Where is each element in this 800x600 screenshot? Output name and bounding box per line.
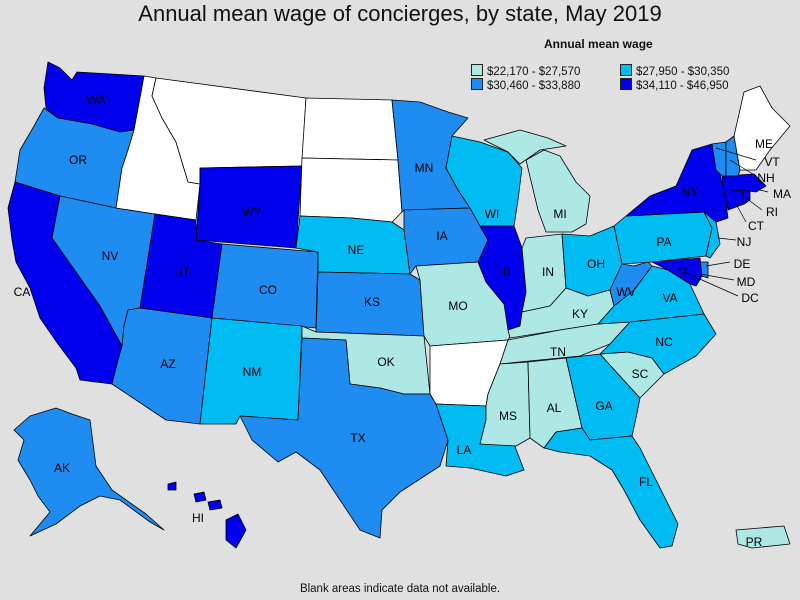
label-wv: WV <box>616 285 635 299</box>
state-mi-upper[interactable] <box>483 129 567 165</box>
label-de: DE <box>734 257 751 271</box>
label-ak: AK <box>54 461 70 475</box>
label-wi: WI <box>485 207 500 221</box>
legend-swatch-2 <box>620 64 632 76</box>
legend-item-4: $34,110 - $46,950 <box>620 78 729 92</box>
map-title: Annual mean wage of concierges, by state… <box>138 1 662 26</box>
state-dc[interactable] <box>679 267 687 275</box>
label-co: CO <box>259 283 277 297</box>
legend-label-3: $30,460 - $33,880 <box>487 80 581 92</box>
label-nv: NV <box>102 249 119 263</box>
label-ma: MA <box>773 187 791 201</box>
label-me: ME <box>755 137 773 151</box>
legend-title: Annual mean wage <box>544 37 653 51</box>
state-nd[interactable] <box>301 97 399 161</box>
label-tn: TN <box>550 345 566 359</box>
state-ak[interactable] <box>13 407 165 537</box>
state-wv[interactable] <box>609 261 653 307</box>
state-fl[interactable] <box>543 427 679 549</box>
state-tx[interactable] <box>239 337 449 539</box>
state-ct[interactable] <box>723 189 745 211</box>
footer-note: Blank areas indicate data not available. <box>299 583 501 595</box>
label-ut: UT <box>174 265 191 279</box>
state-ma[interactable] <box>721 173 767 193</box>
legend-item-3: $30,460 - $33,880 <box>471 78 580 92</box>
label-mi: MI <box>553 207 566 221</box>
legend-swatch-3 <box>471 78 483 90</box>
label-ky: KY <box>572 307 588 321</box>
label-md: MD <box>737 275 756 289</box>
label-ok: OK <box>377 355 394 369</box>
state-sd[interactable] <box>299 157 403 223</box>
state-hi-islands[interactable] <box>167 481 223 511</box>
label-pr: PR <box>746 535 763 549</box>
label-nm: NM <box>243 365 262 379</box>
label-ne: NE <box>348 243 365 257</box>
label-ms: MS <box>499 409 517 423</box>
label-oh: OH <box>587 257 605 271</box>
legend-label-4: $34,110 - $46,950 <box>636 80 729 92</box>
label-pa: PA <box>656 235 671 249</box>
label-vt: VT <box>764 155 780 169</box>
state-me[interactable] <box>733 85 791 171</box>
label-dc: DC <box>741 291 759 305</box>
state-nh[interactable] <box>725 135 741 177</box>
state-hi[interactable] <box>225 513 247 549</box>
label-nj: NJ <box>737 235 752 249</box>
label-wa: WA <box>87 93 106 107</box>
label-az: AZ <box>160 357 175 371</box>
label-mn: MN <box>415 161 434 175</box>
legend-swatch-4 <box>620 78 632 90</box>
label-ny: NY <box>682 185 699 199</box>
label-la: LA <box>457 443 472 457</box>
label-wy: WY <box>242 205 261 219</box>
legend-swatch-1 <box>471 64 483 76</box>
state-mi[interactable] <box>525 149 591 233</box>
label-sc: SC <box>632 367 649 381</box>
label-al: AL <box>547 401 562 415</box>
legend-label-1: $22,170 - $27,570 <box>487 66 581 78</box>
label-or: OR <box>69 153 87 167</box>
label-ia: IA <box>436 229 447 243</box>
label-il: IL <box>503 265 513 279</box>
label-va: VA <box>662 291 677 305</box>
label-nh: NH <box>757 171 774 185</box>
label-in: IN <box>542 265 554 279</box>
state-vt[interactable] <box>711 141 727 177</box>
state-pr[interactable] <box>735 525 791 549</box>
label-hi: HI <box>192 511 204 525</box>
label-ks: KS <box>364 295 380 309</box>
state-md[interactable] <box>651 257 703 287</box>
label-ga: GA <box>595 399 612 413</box>
legend-item-2: $27,950 - $30,350 <box>620 64 729 78</box>
label-ca: CA <box>14 285 31 299</box>
label-ri: RI <box>766 205 778 219</box>
label-ct: CT <box>748 219 765 233</box>
label-nc: NC <box>655 335 673 349</box>
state-nj[interactable] <box>703 211 721 259</box>
state-wy[interactable] <box>195 165 303 249</box>
legend-label-2: $27,950 - $30,350 <box>636 66 730 78</box>
label-tx: TX <box>350 431 365 445</box>
label-mo: MO <box>448 299 467 313</box>
label-fl: FL <box>639 475 653 489</box>
state-ny[interactable] <box>625 143 729 223</box>
legend-item-1: $22,170 - $27,570 <box>471 64 580 78</box>
